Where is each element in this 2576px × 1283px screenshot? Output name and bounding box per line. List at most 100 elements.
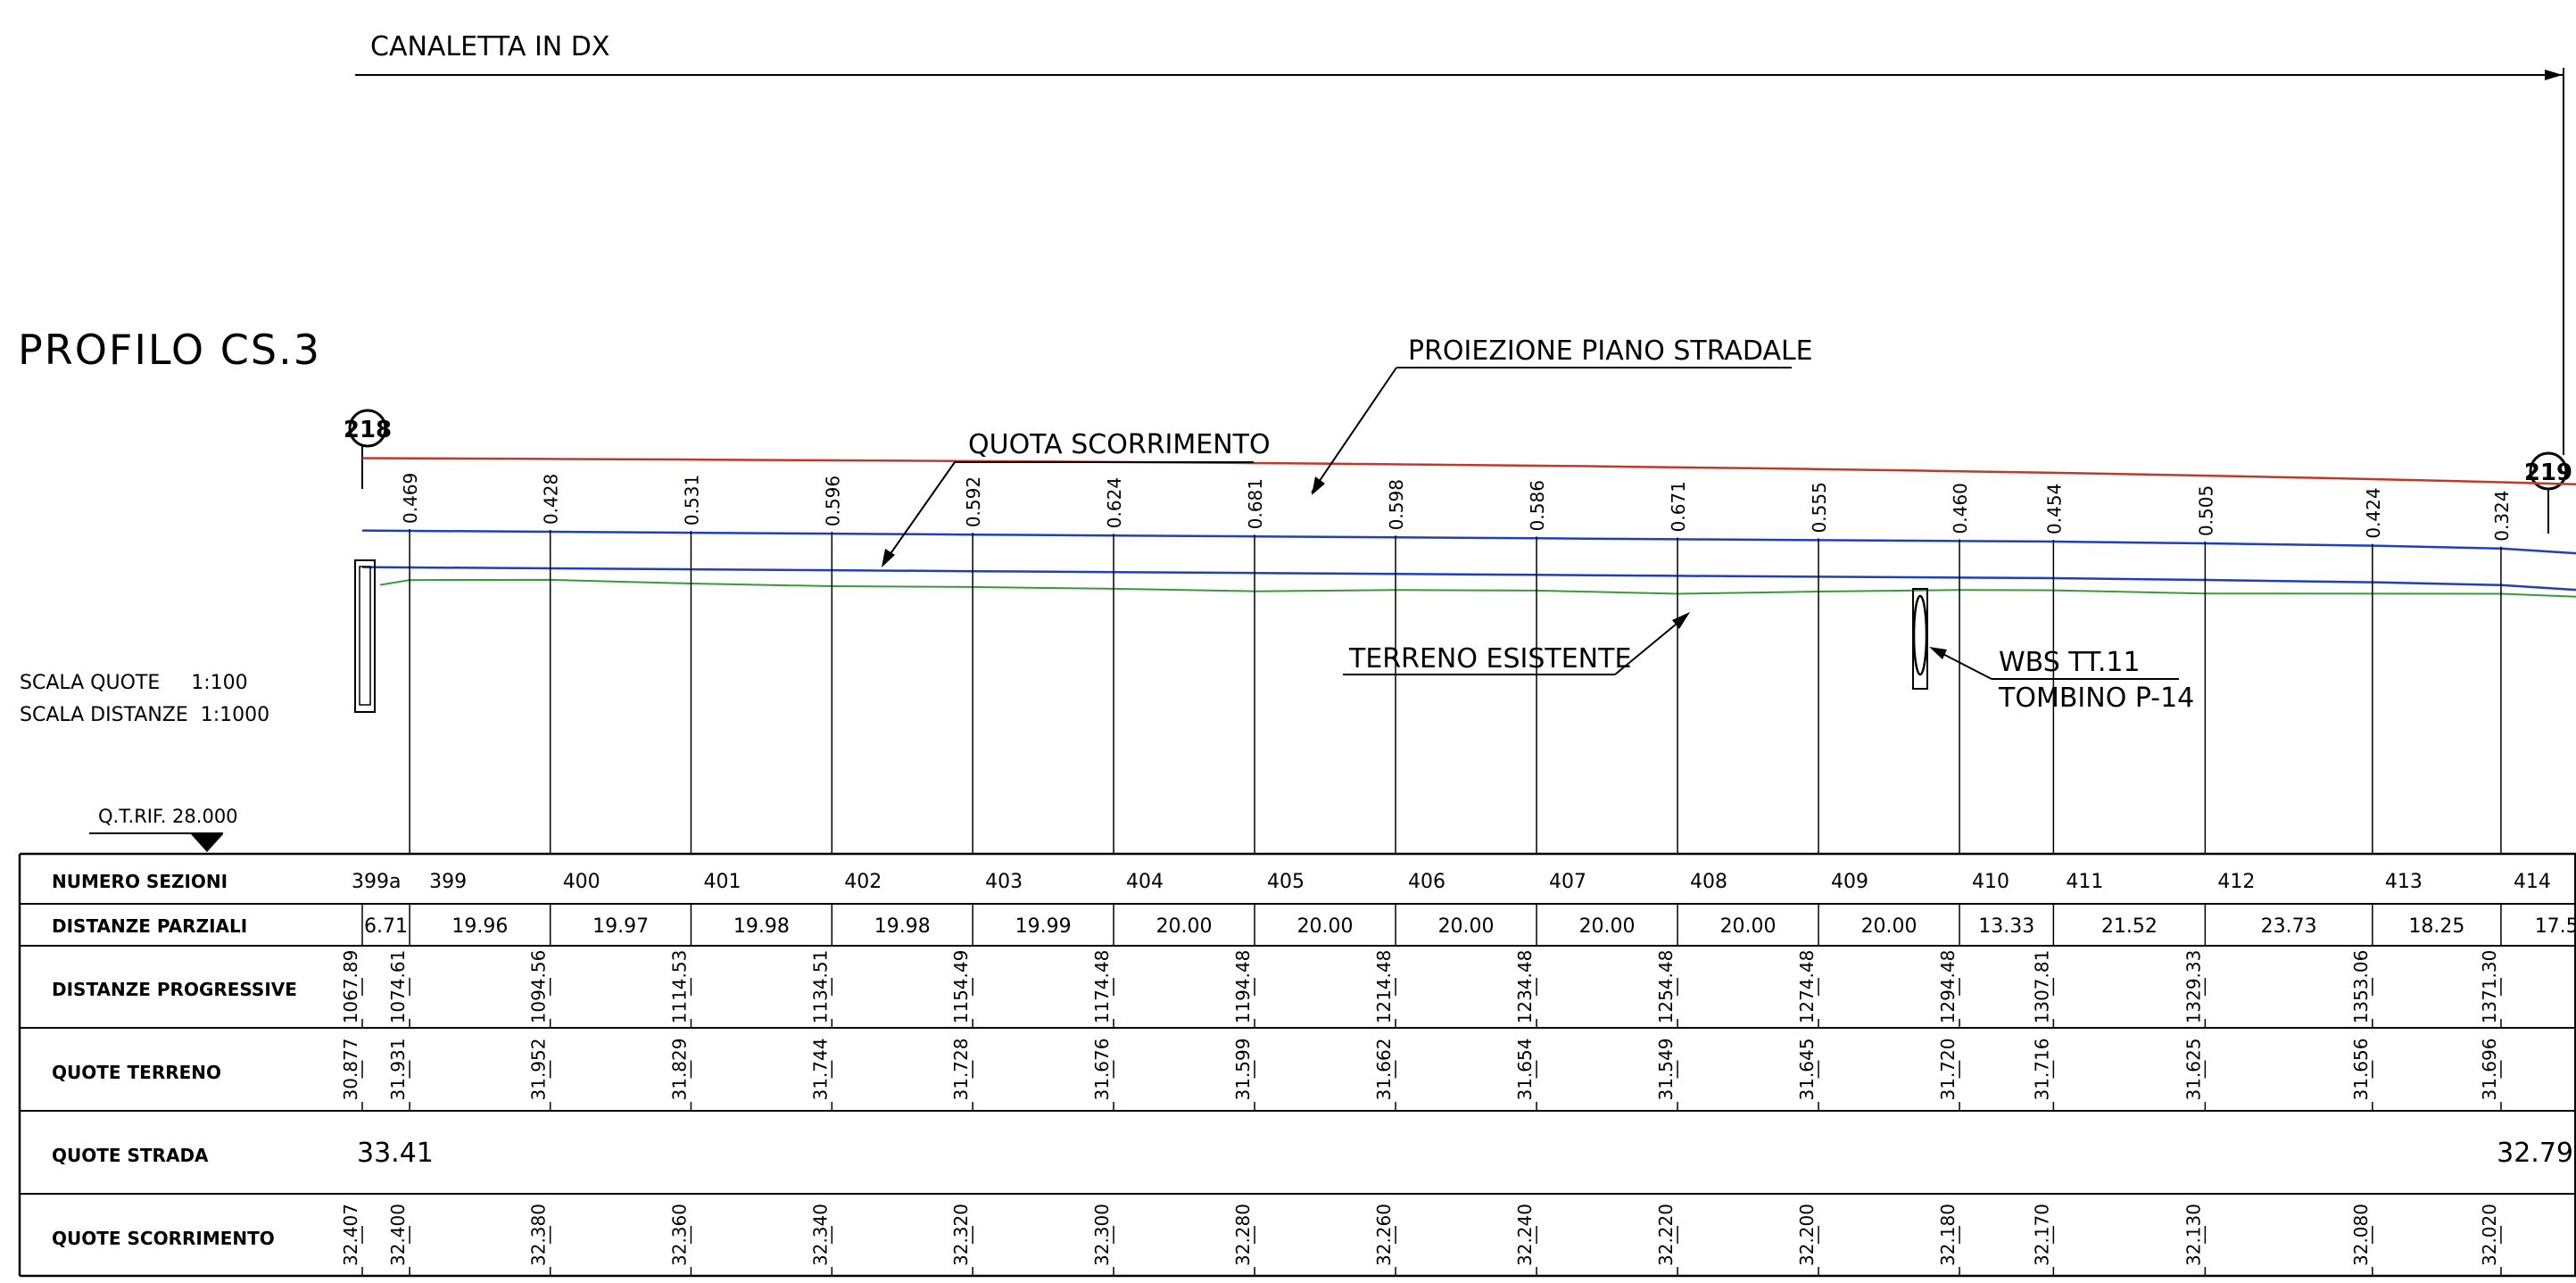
terrain-elevation-cell: 30.877	[340, 1039, 361, 1101]
flow-elevation-cell: 32.180	[1937, 1204, 1959, 1266]
partial-distance-cell: 23.73	[2261, 915, 2317, 938]
start-culvert-box-inner	[359, 566, 371, 706]
flow-elevation-cell: 32.240	[1514, 1204, 1536, 1266]
row-label-quote-scorrimento: QUOTE SCORRIMENTO	[52, 1228, 275, 1249]
partial-distance-cell: 19.99	[1015, 915, 1072, 938]
depth-label: 0.454	[2043, 484, 2065, 534]
depth-label: 0.324	[2491, 490, 2513, 541]
quote-strada-start: 33.41	[357, 1138, 434, 1169]
section-number-cell: 407	[1549, 871, 1586, 893]
scala-distanze: SCALA DISTANZE 1:1000	[20, 704, 269, 726]
progressive-distance-cell: 1307.81	[2031, 950, 2052, 1024]
section-marker-end-label: 219	[2524, 459, 2572, 486]
depth-label: 0.555	[1809, 482, 1830, 533]
partial-distance-cell: 20.00	[1720, 915, 1777, 938]
section-number-cell: 400	[563, 871, 601, 893]
section-number-cell: 409	[1831, 871, 1868, 893]
progressive-distance-cell: 1274.48	[1796, 950, 1818, 1024]
section-number-cell: 403	[985, 871, 1023, 893]
progressive-distance-cell: 1329.33	[2183, 950, 2204, 1024]
flow-elevation-cell: 32.220	[1655, 1204, 1677, 1266]
flow-elevation-cell: 32.130	[2183, 1204, 2204, 1266]
proiezione-callout: PROIEZIONE PIANO STRADALE	[1408, 335, 1813, 367]
section-number-cell: 414	[2514, 871, 2551, 893]
wbs-culvert-symbol	[1912, 588, 1928, 690]
partial-distance-cell: 19.98	[733, 915, 790, 938]
terreno-callout: TERRENO ESISTENTE	[1348, 643, 1631, 675]
flow-elevation-cell: 32.020	[2479, 1204, 2500, 1266]
terrain-elevation-cell: 31.625	[2183, 1039, 2204, 1101]
row-label-quote-terreno: QUOTE TERRENO	[52, 1062, 221, 1083]
section-number-cell: 405	[1267, 871, 1305, 893]
terrain-elevation-cell: 31.744	[809, 1039, 831, 1101]
progressive-distance-cell: 1254.48	[1655, 950, 1677, 1024]
section-marker-start-label: 218	[344, 417, 392, 443]
section-number-cell: 399	[429, 871, 467, 893]
partial-distance-cell: 20.00	[1579, 915, 1636, 938]
flow-elevation-cell: 32.260	[1373, 1204, 1395, 1266]
progressive-distance-cell: 1174.48	[1091, 950, 1113, 1024]
depth-label: 0.681	[1245, 478, 1266, 529]
profile-title: PROFILO CS.3	[18, 326, 321, 374]
canaletta-label: CANALETTA IN DX	[370, 31, 609, 62]
section-number-cell: 413	[2385, 871, 2423, 893]
section-number-cell: 402	[844, 871, 882, 893]
partial-distance-cell: 19.97	[592, 915, 649, 938]
wbs-callout-line1: WBS TT.11	[1999, 647, 2141, 678]
terrain-elevation-cell: 31.952	[528, 1039, 550, 1101]
terrain-elevation-cell: 31.662	[1373, 1039, 1395, 1101]
scorrimento-arrowhead	[882, 549, 895, 567]
progressive-distance-cell: 1371.30	[2479, 950, 2500, 1024]
terreno-leader	[1614, 615, 1687, 675]
channel-bottom-line	[361, 566, 2576, 592]
reference-triangle	[191, 834, 223, 852]
road-profile-line	[361, 457, 2576, 485]
flow-elevation-cell: 32.360	[668, 1204, 690, 1266]
scorrimento-callout: QUOTA SCORRIMENTO	[968, 429, 1271, 460]
depth-label: 0.671	[1668, 481, 1689, 532]
row-label-distanze-parziali: DISTANZE PARZIALI	[52, 915, 247, 937]
terrain-elevation-cell: 31.728	[950, 1039, 972, 1101]
depth-label: 0.592	[963, 476, 984, 527]
scorrimento-leader	[882, 461, 956, 565]
depth-label: 0.624	[1104, 477, 1125, 528]
terreno-arrowhead	[1672, 612, 1690, 629]
progressive-distance-cell: 1094.56	[528, 950, 550, 1024]
section-number-cell: 404	[1126, 871, 1164, 893]
scala-quote: SCALA QUOTE 1:100	[20, 672, 248, 694]
progressive-distance-cell: 1214.48	[1373, 950, 1395, 1024]
partial-distance-cell: 17.53	[2535, 915, 2576, 938]
start-culvert-box	[354, 559, 376, 713]
partial-distance-cell: 20.00	[1156, 915, 1213, 938]
partial-distance-cell: 20.00	[1438, 915, 1495, 938]
terrain-elevation-cell: 31.696	[2479, 1039, 2500, 1101]
progressive-distance-cell: 1134.51	[809, 950, 831, 1024]
terrain-elevation-cell: 31.599	[1232, 1039, 1254, 1101]
row-label-numero-sezioni: NUMERO SEZIONI	[52, 871, 228, 892]
data-table: NUMERO SEZIONI DISTANZE PARZIALI DISTANZ…	[18, 852, 2576, 1278]
proiezione-leader	[1311, 367, 1397, 493]
progressive-distance-cell: 1154.49	[950, 950, 972, 1024]
wbs-arrowhead	[1929, 647, 1947, 659]
depth-label: 0.586	[1527, 480, 1548, 531]
flow-elevation-cell: 32.280	[1232, 1204, 1254, 1266]
depth-label: 0.424	[2363, 487, 2384, 538]
terrain-elevation-cell: 31.549	[1655, 1039, 1677, 1101]
terrain-elevation-cell: 31.645	[1796, 1039, 1818, 1101]
partial-distance-cell: 18.25	[2408, 915, 2464, 938]
depth-label: 0.469	[400, 473, 421, 524]
canaletta-arrowhead	[2545, 70, 2563, 80]
section-number-cell: 408	[1690, 871, 1727, 893]
section-number-cell: 399a	[352, 871, 401, 893]
flow-elevation-cell: 32.200	[1796, 1204, 1818, 1266]
flow-elevation-cell: 32.320	[950, 1204, 972, 1266]
flow-elevation-cell: 32.407	[340, 1204, 361, 1266]
terrain-elevation-cell: 31.829	[668, 1039, 690, 1101]
terrain-line	[379, 578, 2576, 598]
terrain-elevation-cell: 31.654	[1514, 1039, 1536, 1101]
depth-label: 0.596	[822, 476, 843, 526]
partial-distance-cell: 6.71	[364, 915, 408, 938]
partial-distance-cell: 19.98	[874, 915, 931, 938]
row-label-distanze-progressive: DISTANZE PROGRESSIVE	[52, 979, 297, 1000]
section-number-cell: 411	[2066, 871, 2103, 893]
